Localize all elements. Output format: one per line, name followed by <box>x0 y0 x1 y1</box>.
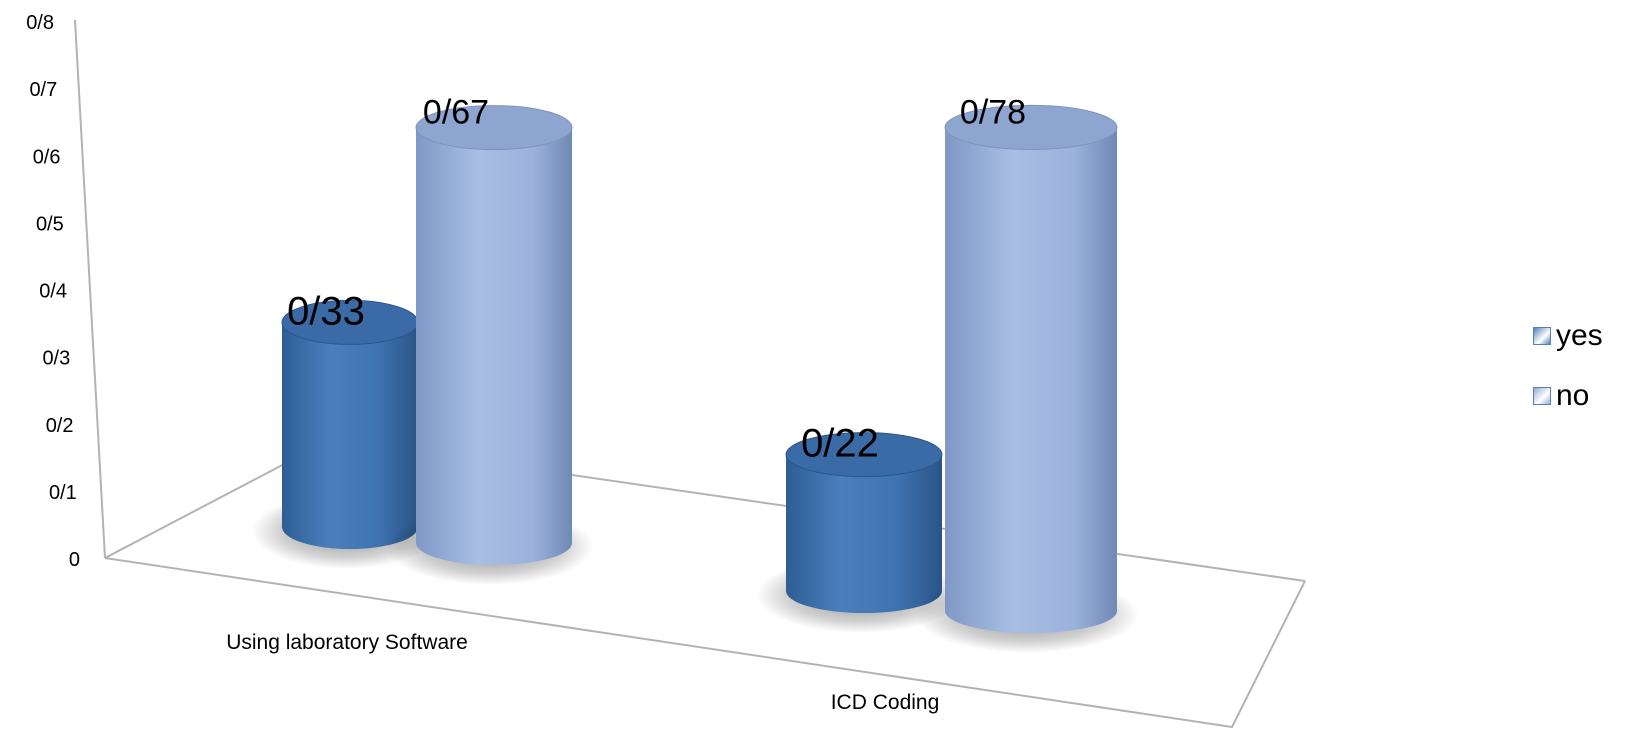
y-tick-label: 0/7 <box>29 79 57 101</box>
legend-label-no: no <box>1556 379 1590 412</box>
bar-yes-1 <box>756 432 964 633</box>
x-tick-label: ICD Coding <box>831 691 940 714</box>
bar-body <box>786 454 942 613</box>
y-tick-label: 0/2 <box>46 415 74 437</box>
bar-body <box>416 127 572 565</box>
legend: yes no <box>1533 318 1603 438</box>
bar-top <box>785 432 943 478</box>
data-label-yes: 0/22 <box>801 422 879 466</box>
bar-no-1 <box>915 104 1139 653</box>
bar-top <box>944 104 1118 150</box>
y-axis-line <box>74 19 106 559</box>
y-tick-label: 0 <box>69 549 80 571</box>
y-tick-label: 0/6 <box>33 146 61 168</box>
legend-item-no: no <box>1533 378 1603 414</box>
legend-label-yes: yes <box>1556 319 1603 352</box>
bar-body <box>945 127 1117 634</box>
data-label-no: 0/67 <box>423 94 489 132</box>
bar-no-0 <box>386 105 594 585</box>
y-tick-label: 0/3 <box>42 348 70 370</box>
y-tick-label: 0/1 <box>49 482 77 504</box>
legend-swatch-yes <box>1533 327 1551 345</box>
bar-body <box>282 322 418 549</box>
bar-top <box>415 105 573 151</box>
y-tick-label: 0/8 <box>26 12 54 34</box>
bars <box>252 104 1139 653</box>
data-label-no: 0/78 <box>960 93 1026 131</box>
y-tick-label: 0/5 <box>36 213 64 235</box>
legend-swatch-no <box>1533 387 1551 405</box>
x-axis-labels: Using laboratory Software ICD Coding <box>226 631 939 714</box>
legend-item-yes: yes <box>1533 318 1603 354</box>
data-labels: 0/33 0/67 0/22 0/78 <box>287 93 1026 465</box>
x-tick-label: Using laboratory Software <box>226 631 468 654</box>
y-axis-ticks: 0 0/1 0/2 0/3 0/4 0/5 0/6 0/7 0/8 <box>26 12 80 571</box>
data-label-yes: 0/33 <box>287 289 365 333</box>
floor-front-edge <box>104 557 1306 729</box>
y-tick-label: 0/4 <box>39 281 67 303</box>
